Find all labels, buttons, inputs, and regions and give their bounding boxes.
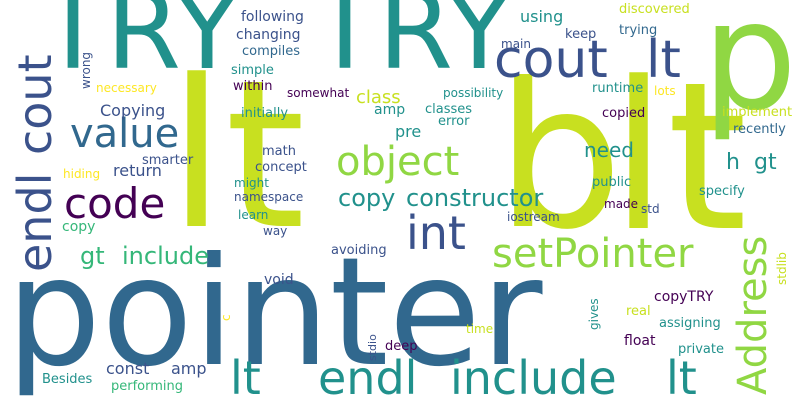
word-implement: implement xyxy=(722,105,793,120)
word-runtime: runtime xyxy=(592,81,644,96)
word-specify: specify xyxy=(699,184,745,199)
word-math: math xyxy=(262,144,296,159)
word-error: error xyxy=(438,114,470,129)
word-include-lt-2: lt xyxy=(666,351,697,400)
word-somewhat: somewhat xyxy=(287,86,350,100)
word-endl: endl xyxy=(318,351,418,400)
word-public: public xyxy=(592,175,632,190)
word-pointer: pointer xyxy=(6,226,543,400)
word-cout-lt-2: lt xyxy=(646,30,681,90)
word-lt-2: lt xyxy=(610,39,748,277)
word-copied: copied xyxy=(602,106,646,121)
word-pre: pre xyxy=(395,122,422,141)
word-possibility: possibility xyxy=(443,86,504,100)
word-smarter: smarter xyxy=(142,153,194,168)
word-code: code xyxy=(64,179,166,228)
word-discovered: discovered xyxy=(619,2,690,17)
word-gt: gt xyxy=(754,150,777,175)
word-amp: amp xyxy=(374,102,406,118)
word-necessary: necessary xyxy=(96,81,157,95)
word-const-amp: const xyxy=(106,359,150,378)
word-stdio: stdio xyxy=(366,334,379,361)
word-compiles: compiles xyxy=(242,44,301,59)
word-besides: Besides xyxy=(42,372,93,387)
word-main: main xyxy=(501,37,531,51)
word-object: object xyxy=(336,139,460,185)
word-int: int xyxy=(406,206,466,260)
word-include: include xyxy=(122,242,209,270)
word-value: value xyxy=(70,111,180,157)
word-constructor: constructor xyxy=(406,184,544,212)
word-assigning: assigning xyxy=(659,316,721,331)
word-copytry: copyTRY xyxy=(654,289,714,305)
word-copying: Copying xyxy=(100,101,166,120)
word-wrong: wrong xyxy=(79,51,93,89)
word-way: way xyxy=(263,224,288,238)
word-lots: lots xyxy=(654,84,676,98)
word-gives: gives xyxy=(587,298,601,330)
word-h-gt: h xyxy=(726,150,740,175)
word-simple: simple xyxy=(231,63,274,78)
word-std: std xyxy=(641,202,660,216)
word-class: class xyxy=(356,87,401,108)
word-try-2: TRY xyxy=(312,0,513,94)
word-concept: concept xyxy=(255,160,307,175)
word-return: return xyxy=(113,161,162,180)
word-within: within xyxy=(233,79,273,94)
word-setpointer: setPointer xyxy=(492,231,694,277)
word-lt-1: lt xyxy=(168,37,306,275)
word-need: need xyxy=(584,138,634,162)
word-cout-lt: cout xyxy=(494,30,608,90)
word-copy-constructor: copy xyxy=(338,184,396,212)
word-iostream: iostream xyxy=(507,210,560,224)
word-amp-2: amp xyxy=(171,359,207,378)
word-include-lt: include xyxy=(450,351,617,400)
word-deep: deep xyxy=(385,339,418,354)
word-keep: keep xyxy=(565,27,597,42)
word-endl-vertical: endl xyxy=(8,172,62,272)
word-try-1: TRY xyxy=(40,0,241,94)
word-initially: initially xyxy=(241,106,289,121)
word-hiding: hiding xyxy=(63,167,101,181)
word-lt-endl: lt xyxy=(230,351,261,400)
word-trying: trying xyxy=(619,23,658,38)
word-learn: learn xyxy=(238,208,269,222)
word-copy: copy xyxy=(62,219,96,235)
word-namespace: namespace xyxy=(234,190,304,204)
word-might: might xyxy=(234,176,269,190)
word-gt-include: gt xyxy=(80,242,105,270)
word-stdlib: stdlib xyxy=(775,252,789,285)
word-float: float xyxy=(624,333,656,349)
word-private: private xyxy=(678,342,724,357)
word-void: void xyxy=(264,272,294,288)
word-cout-vertical: cout xyxy=(8,54,62,155)
word-changing: changing xyxy=(236,27,301,43)
word-using: using xyxy=(520,7,564,26)
word-performing: performing xyxy=(111,379,184,394)
word-recently: recently xyxy=(733,122,786,137)
word-following: following xyxy=(241,9,304,25)
word-classes: classes xyxy=(425,102,473,117)
word-real: real xyxy=(626,304,651,319)
word-c: c xyxy=(219,314,233,321)
word-avoiding: avoiding xyxy=(331,243,387,258)
word-made: made xyxy=(604,197,639,211)
word-p: p xyxy=(702,0,798,144)
word-address-vertical: Address xyxy=(730,235,776,395)
word-time: time xyxy=(466,322,494,336)
word-b: b xyxy=(496,41,623,274)
